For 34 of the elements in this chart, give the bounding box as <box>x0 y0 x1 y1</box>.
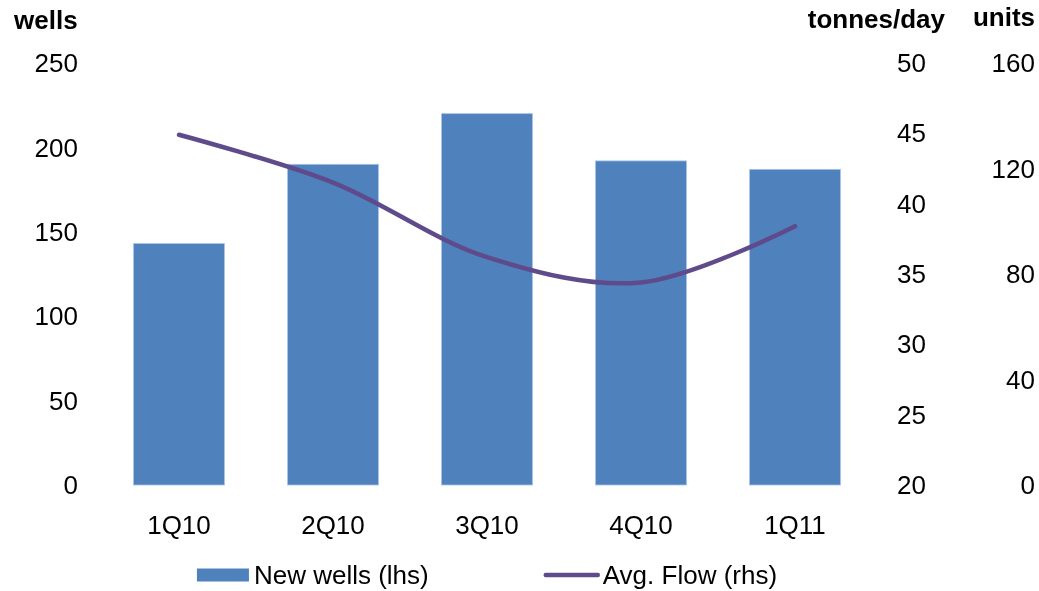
y2-axis-title: tonnes/day <box>807 4 946 34</box>
bar <box>595 160 687 486</box>
y2-tick-label: 30 <box>897 329 926 360</box>
y2-tick-label: 35 <box>897 259 926 290</box>
line-series <box>176 132 798 286</box>
y-axis-title: wells <box>13 5 78 35</box>
y-tick-label: 0 <box>63 470 78 501</box>
y2-tick-label: 50 <box>897 48 926 79</box>
y2-tick-label: 40 <box>897 188 926 219</box>
legend-label: Avg. Flow (rhs) <box>602 560 778 591</box>
x-tick-label: 4Q10 <box>609 510 673 541</box>
x-tick-label: 3Q10 <box>455 510 519 541</box>
bar <box>133 243 225 486</box>
y2-tick-label: 20 <box>897 470 926 501</box>
y-tick-label: 250 <box>34 48 78 79</box>
y3-tick-label: 0 <box>1020 470 1035 501</box>
x-tick-label: 1Q11 <box>764 510 826 541</box>
y2-tick-label: 25 <box>897 399 926 430</box>
y3-tick-label: 40 <box>1006 364 1035 395</box>
legend-label: New wells (lhs) <box>253 560 429 591</box>
y3-tick-label: 80 <box>1006 259 1035 290</box>
y3-tick-label: 120 <box>991 153 1035 184</box>
bar <box>441 113 533 486</box>
bar <box>749 168 841 486</box>
y-tick-label: 150 <box>34 216 78 247</box>
y3-axis-title: units <box>972 2 1035 32</box>
y3-tick-label: 160 <box>991 48 1035 79</box>
y-tick-label: 50 <box>49 385 78 416</box>
bar <box>287 163 379 486</box>
x-tick-label: 1Q10 <box>147 510 211 541</box>
y-tick-label: 100 <box>34 301 78 332</box>
y-tick-label: 200 <box>34 132 78 163</box>
y2-tick-label: 45 <box>897 118 926 149</box>
x-tick-label: 2Q10 <box>301 510 365 541</box>
